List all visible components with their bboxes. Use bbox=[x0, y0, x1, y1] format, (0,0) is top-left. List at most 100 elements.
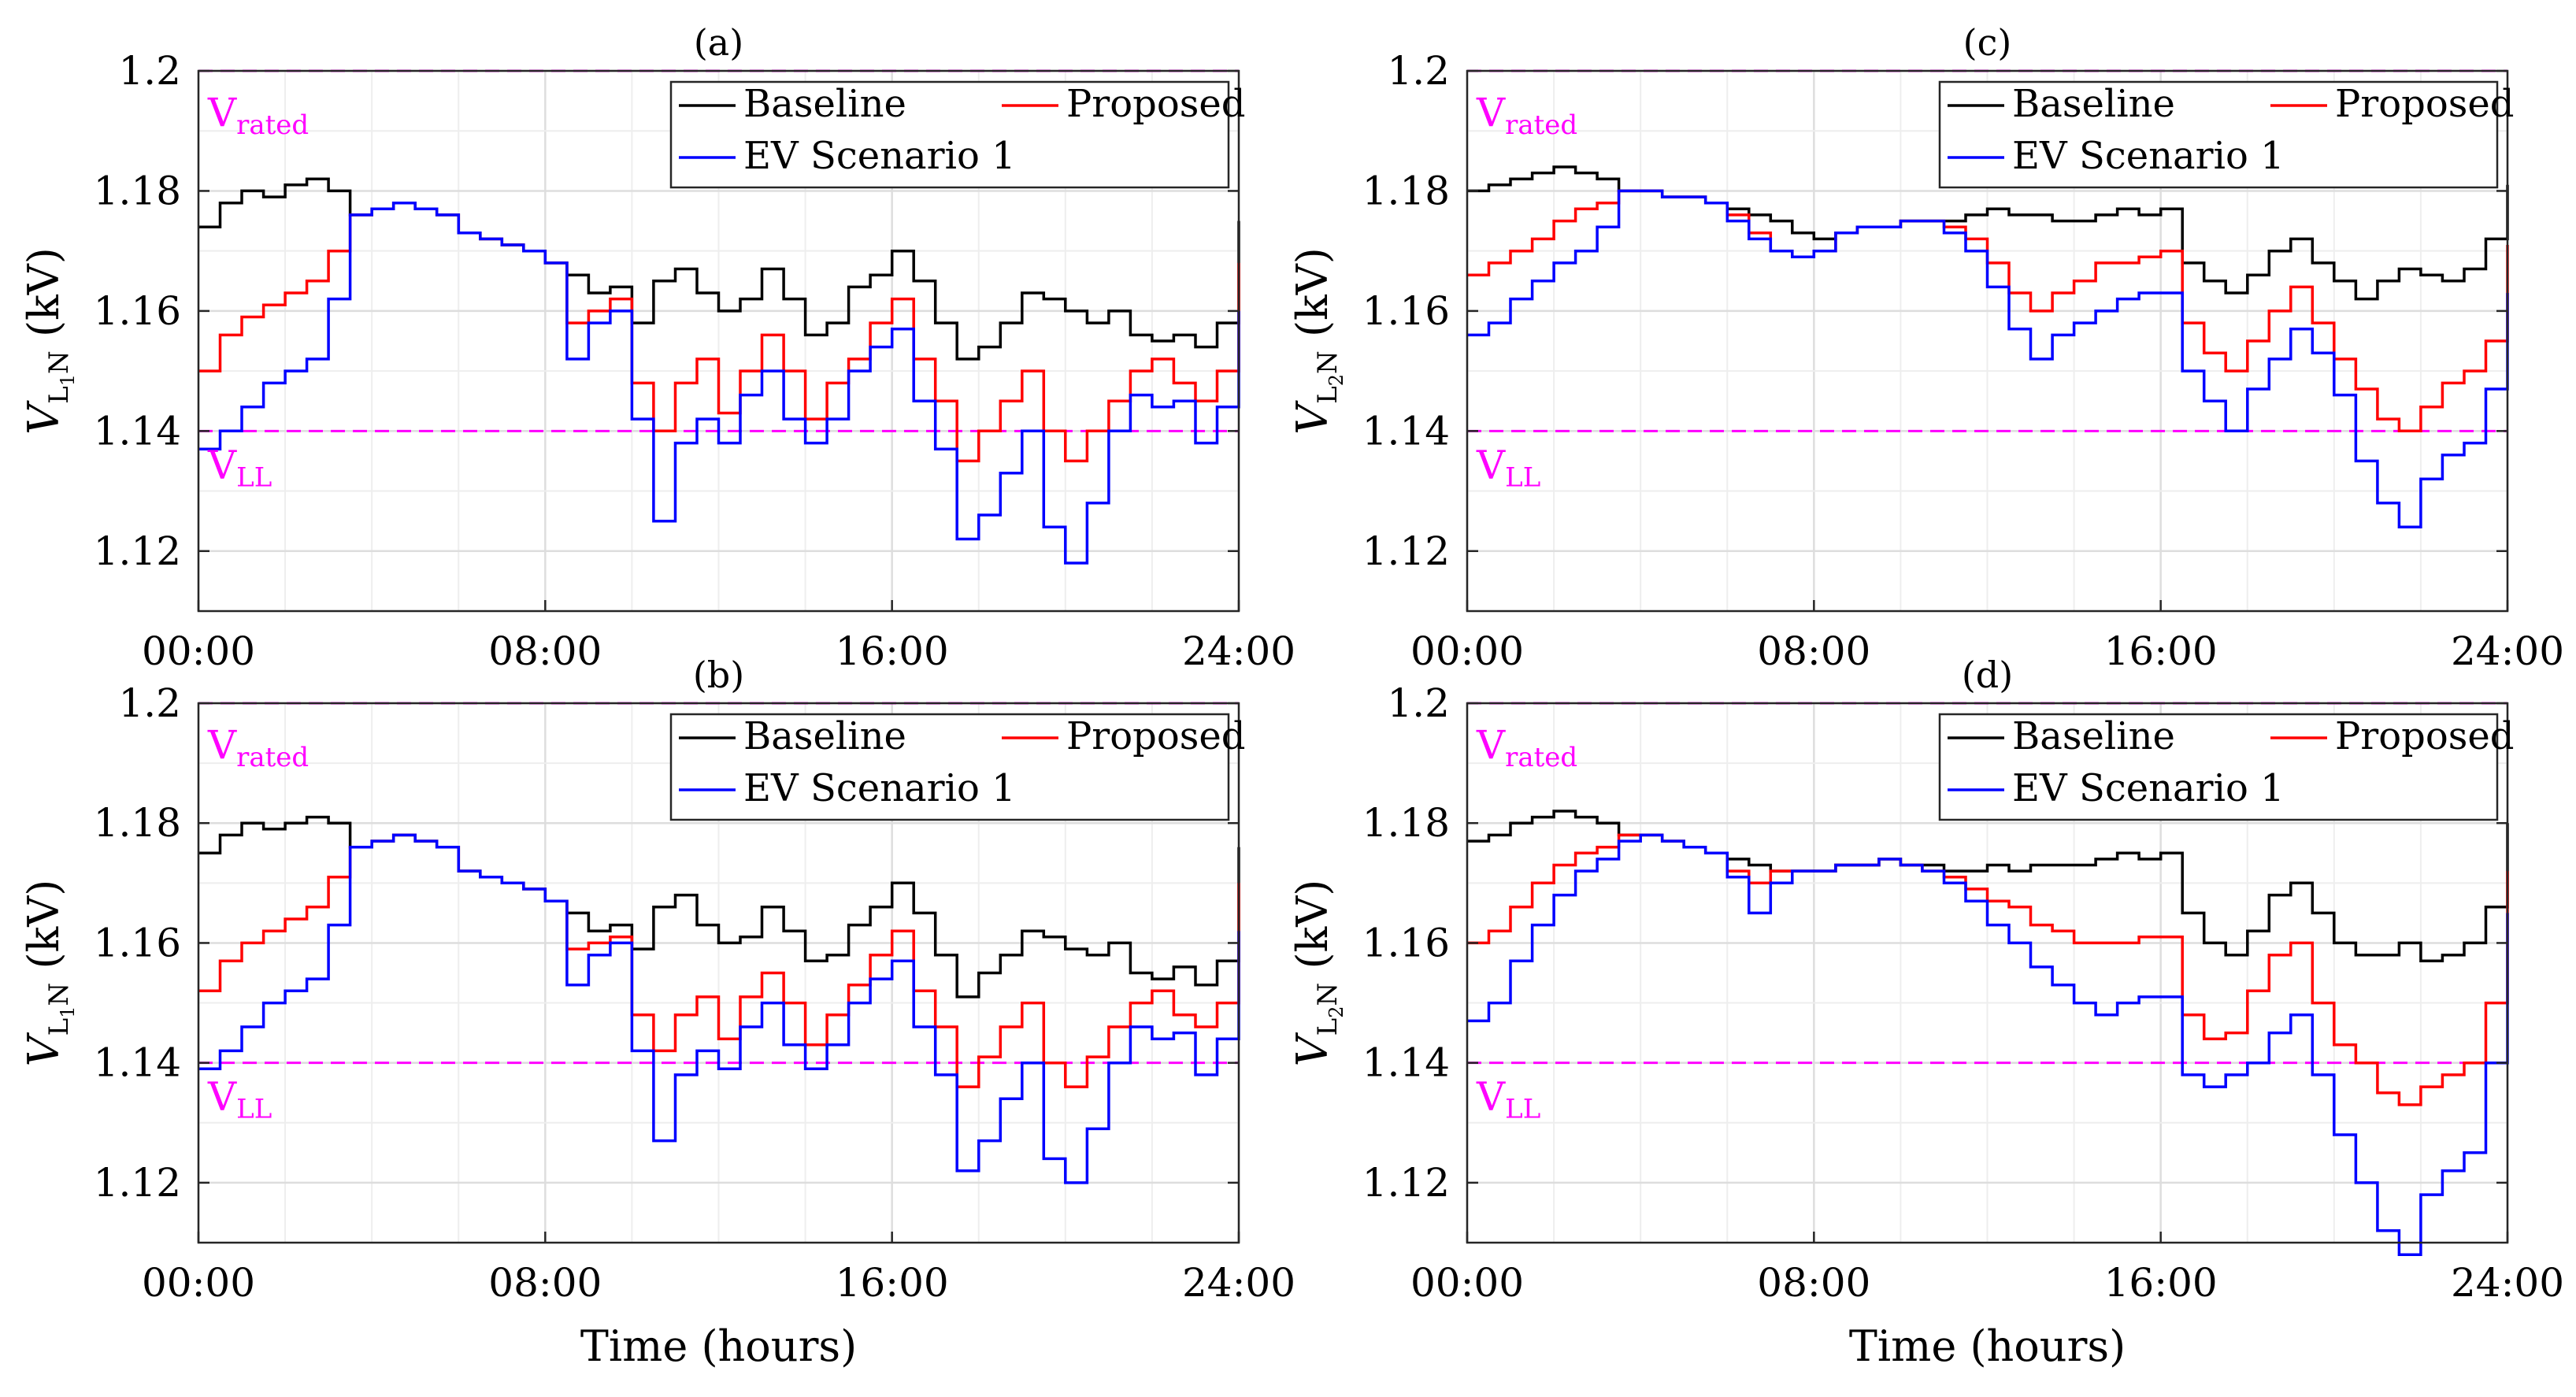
y-label-symbol: V bbox=[19, 400, 69, 435]
x-axis-label: Time (hours) bbox=[1849, 1321, 2126, 1371]
y-tick-label: 1.14 bbox=[1362, 408, 1450, 454]
series-line-ev-scenario-1 bbox=[1467, 833, 2509, 1256]
lower-limit-label: VLL bbox=[207, 442, 272, 493]
legend: Baseline Proposed EV Scenario 1 bbox=[1938, 80, 2515, 189]
y-tick-label: 1.18 bbox=[1362, 168, 1450, 213]
x-tick-label: 08:00 bbox=[488, 628, 602, 674]
legend-label: Proposed bbox=[2335, 714, 2515, 758]
ref-label-v: V bbox=[1476, 90, 1506, 135]
x-tick-label: 08:00 bbox=[1757, 1260, 1870, 1306]
x-tick-label: 00:00 bbox=[1410, 628, 1524, 674]
legend-label: EV Scenario 1 bbox=[2012, 766, 2285, 810]
y-tick-label: 1.14 bbox=[94, 408, 181, 454]
ref-label-v: V bbox=[207, 722, 237, 768]
y-label-subscript-tail: N bbox=[43, 350, 75, 374]
y-tick-label: 1.16 bbox=[1362, 920, 1450, 965]
x-tick-label: 16:00 bbox=[2104, 1260, 2218, 1306]
ref-label-sub: rated bbox=[1505, 109, 1577, 141]
ref-label-v: V bbox=[1476, 722, 1506, 768]
panel-title: (d) bbox=[1962, 654, 2013, 696]
y-label-subscript-tail: N bbox=[1312, 350, 1344, 374]
ref-label-v: V bbox=[207, 1074, 237, 1120]
legend: Baseline Proposed EV Scenario 1 bbox=[1938, 713, 2515, 821]
y-tick-label: 1.16 bbox=[1362, 288, 1450, 334]
x-tick-label: 00:00 bbox=[1410, 1260, 1524, 1306]
y-label-subscript: L bbox=[43, 386, 75, 404]
y-tick-label: 1.18 bbox=[94, 168, 181, 213]
y-tick-label: 1.2 bbox=[1387, 48, 1450, 94]
panel-c: 1.12 1.14 1.16 1.18 1.2 00:00 08:00 16:00 24:00 (… bbox=[1288, 21, 2564, 674]
panel-title: (b) bbox=[693, 654, 744, 696]
y-label-subsubscript: 1 bbox=[57, 1006, 79, 1017]
y-label-subsubscript: 2 bbox=[1325, 1006, 1347, 1017]
ref-label-v: V bbox=[207, 442, 237, 487]
axes-box bbox=[1466, 702, 2509, 1244]
legend-label: EV Scenario 1 bbox=[2012, 134, 2285, 178]
legend-label: Baseline bbox=[2012, 714, 2175, 758]
y-tick-label: 1.14 bbox=[1362, 1040, 1450, 1086]
legend-box bbox=[1938, 713, 2499, 821]
y-axis-label: VL1N (kV) bbox=[19, 880, 79, 1067]
y-tick-label: 1.12 bbox=[1362, 1160, 1450, 1206]
y-axis-label: VL2N (kV) bbox=[1288, 880, 1347, 1067]
ref-label-sub: LL bbox=[1505, 1094, 1540, 1125]
x-tick-label: 16:00 bbox=[836, 628, 949, 674]
y-tick-label: 1.2 bbox=[118, 680, 181, 726]
y-tick-label: 1.18 bbox=[1362, 800, 1450, 846]
legend-label: Baseline bbox=[743, 714, 906, 758]
legend-label: Baseline bbox=[743, 82, 906, 126]
lower-limit-label: VLL bbox=[1476, 1074, 1540, 1125]
lower-limit-label: VLL bbox=[207, 1074, 272, 1125]
y-label-subscript: L bbox=[43, 1018, 75, 1036]
panel-b: 1.12 1.14 1.16 1.18 1.2 00:00 08:00 16:00 24:00 (… bbox=[19, 654, 1295, 1371]
ref-label-v: V bbox=[1476, 1074, 1506, 1120]
lower-limit-label: VLL bbox=[1476, 442, 1540, 493]
series-line-ev-scenario-1 bbox=[1467, 189, 2509, 529]
x-tick-label: 00:00 bbox=[142, 1260, 255, 1306]
y-tick-label: 1.12 bbox=[94, 1160, 181, 1206]
y-tick-label: 1.2 bbox=[118, 48, 181, 94]
y-tick-label: 1.12 bbox=[94, 528, 181, 574]
x-axis-label: Time (hours) bbox=[580, 1321, 857, 1371]
legend-box bbox=[669, 713, 1230, 821]
y-label-subscript-tail: N bbox=[43, 983, 75, 1006]
y-label-symbol: V bbox=[1288, 400, 1337, 435]
legend-label: Proposed bbox=[1066, 714, 1246, 758]
x-tick-label: 24:00 bbox=[1182, 628, 1295, 674]
y-label-subsubscript: 1 bbox=[57, 374, 79, 386]
ref-label-sub: rated bbox=[236, 742, 309, 773]
x-tick-label: 24:00 bbox=[1182, 1260, 1295, 1306]
legend-label: EV Scenario 1 bbox=[743, 134, 1016, 178]
series-line-proposed bbox=[1467, 833, 2509, 1106]
panel-a: 1.12 1.14 1.16 1.18 1.2 00:00 08:00 16:00 24:00 (… bbox=[19, 21, 1295, 674]
x-tick-label: 08:00 bbox=[488, 1260, 602, 1306]
y-label-subsubscript: 2 bbox=[1325, 374, 1347, 386]
y-label-subscript-tail: N bbox=[1312, 983, 1344, 1006]
panel-title: (a) bbox=[694, 21, 743, 64]
x-tick-label: 08:00 bbox=[1757, 628, 1870, 674]
y-tick-label: 1.16 bbox=[94, 920, 181, 965]
x-tick-label: 24:00 bbox=[2451, 628, 2564, 674]
x-tick-label: 16:00 bbox=[2104, 628, 2218, 674]
y-tick-label: 1.14 bbox=[94, 1040, 181, 1086]
y-label-unit: (kV) bbox=[19, 247, 69, 350]
legend: Baseline Proposed EV Scenario 1 bbox=[669, 713, 1246, 821]
x-tick-label: 24:00 bbox=[2451, 1260, 2564, 1306]
legend-label: EV Scenario 1 bbox=[743, 766, 1016, 810]
legend-box bbox=[1938, 80, 2499, 189]
ref-label-sub: rated bbox=[236, 109, 309, 141]
rated-voltage-label: Vrated bbox=[207, 90, 309, 141]
y-axis-label: VL2N (kV) bbox=[1288, 247, 1347, 435]
axes-box bbox=[1466, 69, 2509, 613]
y-label-symbol: V bbox=[1288, 1032, 1337, 1066]
series-line-ev-scenario-1 bbox=[198, 201, 1240, 565]
rated-voltage-label: Vrated bbox=[1476, 722, 1577, 773]
y-axis-label: VL1N (kV) bbox=[19, 247, 79, 435]
rated-voltage-label: Vrated bbox=[1476, 90, 1577, 141]
y-label-symbol: V bbox=[19, 1032, 69, 1066]
y-label-subscript: L bbox=[1312, 1018, 1344, 1036]
rated-voltage-label: Vrated bbox=[207, 722, 309, 773]
legend-label: Proposed bbox=[2335, 82, 2515, 126]
ref-label-sub: LL bbox=[1505, 461, 1540, 493]
